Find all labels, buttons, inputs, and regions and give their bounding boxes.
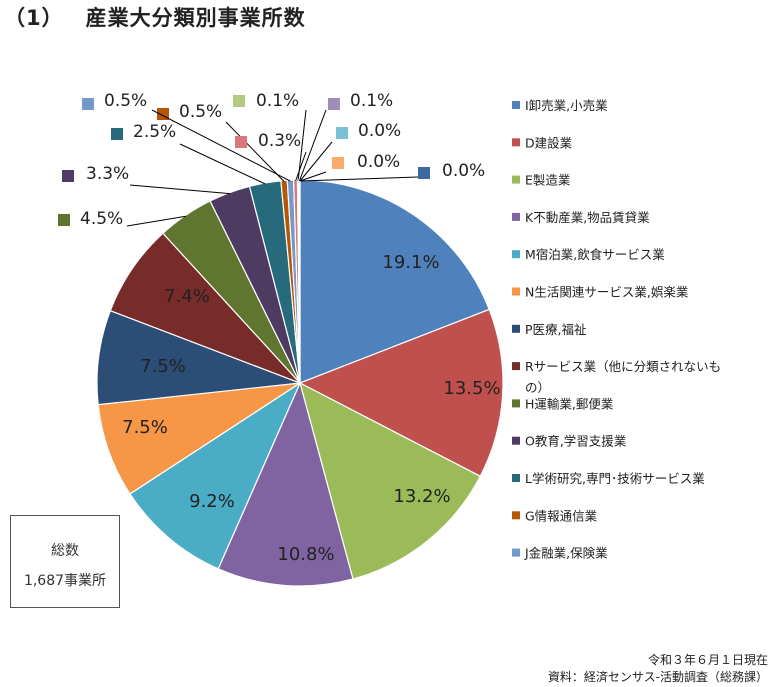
footer: 令和３年６月１日現在 資料：経済センサス‐活動調査（総務課） — [548, 652, 768, 686]
slice-label: 7.4% — [164, 286, 210, 307]
footer-source: 資料：経済センサス‐活動調査（総務課） — [547, 670, 768, 684]
label-swatch — [82, 98, 94, 110]
legend-swatch — [512, 548, 520, 557]
leader-line — [299, 141, 333, 182]
pie-slice — [299, 381, 482, 580]
leader-line — [295, 151, 307, 182]
legend-swatch — [512, 324, 520, 333]
pie-slice — [217, 381, 354, 587]
legend-label: H運輸業,郵便業 — [525, 396, 614, 411]
footer-date: 令和３年６月１日現在 — [647, 653, 768, 667]
slice-label: 10.8% — [277, 544, 334, 565]
pie-slice — [96, 309, 301, 406]
leader-line — [179, 143, 266, 185]
legend-label: L学術研究,専門･技術サービス業 — [525, 471, 705, 486]
legend-swatch — [512, 250, 520, 259]
legend-label: G情報通信業 — [525, 508, 598, 523]
legend-swatch — [512, 138, 520, 147]
legend-swatch — [512, 101, 520, 109]
legend-swatch — [512, 474, 520, 482]
label-swatch — [418, 167, 430, 179]
total-label: 総数 — [51, 543, 79, 559]
label-swatch — [332, 157, 344, 169]
legend-label: E製造業 — [525, 173, 571, 188]
slice-label: 19.1% — [382, 252, 439, 273]
label-swatch — [111, 128, 123, 140]
pie-slice — [299, 179, 490, 384]
page-title: （1） 産業大分類別事業所数 — [4, 2, 306, 32]
legend-label: M宿泊業,飲食サービス業 — [525, 247, 665, 262]
legend-label: I卸売業,小売業 — [525, 98, 608, 113]
slice-label: 3.3% — [86, 164, 129, 184]
legend-label: K不動産業,物品賃貸業 — [525, 210, 650, 225]
slice-label: 0.5% — [104, 91, 147, 111]
legend-label: O教育,学習支援業 — [525, 434, 627, 449]
label-swatch — [233, 95, 245, 107]
leader-line — [299, 171, 327, 182]
leader-line — [299, 176, 419, 182]
leader-line — [225, 121, 285, 182]
slice-label: 13.2% — [393, 486, 450, 507]
pie-slice — [129, 381, 302, 570]
legend-swatch — [512, 399, 520, 408]
slice-label: 9.2% — [189, 491, 235, 512]
legend-label: N生活関連サービス業,娯楽業 — [525, 285, 689, 300]
leader-line — [126, 215, 186, 227]
legend-swatch — [512, 212, 520, 221]
legend-swatch — [512, 362, 520, 371]
leader-line — [297, 109, 307, 182]
pie-slice — [298, 308, 504, 478]
slice-label: 13.5% — [443, 378, 500, 399]
slice-label: 0.1% — [350, 91, 393, 111]
legend-swatch — [512, 511, 520, 520]
total-box: 総数 1,687事業所 — [10, 515, 120, 608]
title-number: （1） — [4, 6, 64, 30]
legend-swatch — [512, 175, 520, 184]
legend-label: Rサービス業（他に分類されないもの） — [525, 359, 721, 395]
legend-swatch — [512, 436, 520, 445]
label-swatch — [62, 170, 74, 182]
total-value: 1,687事業所 — [23, 573, 107, 589]
title-text: 産業大分類別事業所数 — [85, 6, 306, 30]
legend-label: P医療,福祉 — [525, 322, 587, 337]
label-swatch — [235, 136, 247, 148]
slice-label: 0.3% — [258, 131, 301, 151]
slice-label: 7.5% — [122, 417, 168, 438]
slice-label: 0.1% — [256, 91, 299, 111]
slice-label: 7.5% — [140, 356, 186, 377]
pie-slice — [97, 382, 301, 495]
legend-swatch — [512, 287, 520, 296]
label-swatch — [58, 214, 70, 226]
legend-label: D建設業 — [525, 135, 573, 150]
leader-line — [129, 184, 230, 195]
legend-label: J金融業,保険業 — [524, 546, 608, 561]
label-swatch — [328, 98, 340, 110]
slice-label: 2.5% — [133, 122, 176, 142]
slice-label: 0.5% — [179, 102, 222, 122]
slice-label: 4.5% — [80, 209, 123, 229]
label-swatch — [336, 127, 348, 139]
slice-label: 0.0% — [358, 121, 401, 141]
slice-label: 0.0% — [442, 161, 485, 181]
leader-line — [298, 109, 327, 182]
slice-label: 0.0% — [357, 152, 400, 172]
leader-line — [151, 109, 291, 182]
